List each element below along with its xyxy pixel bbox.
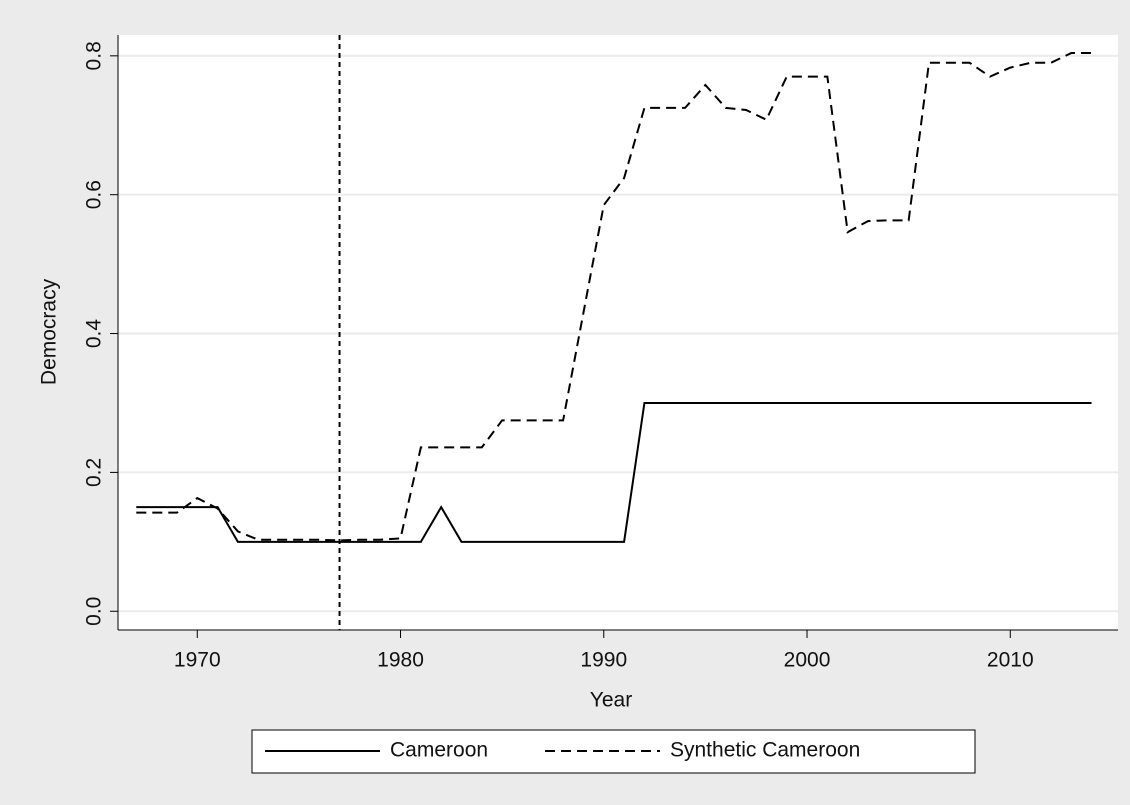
data-line	[136, 52, 1092, 542]
y-tick-label: 0.6	[83, 180, 106, 209]
x-tick-label: 1990	[580, 649, 627, 672]
y-tick-label: 0.2	[83, 458, 106, 487]
y-tick-label: 0.8	[83, 41, 106, 70]
x-axis-title: Year	[590, 689, 632, 712]
y-axis-title: Democracy	[38, 278, 61, 385]
x-tick-label: 2010	[987, 649, 1034, 672]
data-line	[136, 401, 1092, 543]
y-tick-label: 0.0	[83, 597, 106, 626]
legend-label: Cameroon	[390, 739, 488, 762]
legend-label: Synthetic Cameroon	[670, 739, 860, 762]
x-tick-label: 1980	[377, 649, 424, 672]
plot-area	[118, 35, 1118, 630]
x-tick-label: 2000	[784, 649, 831, 672]
x-tick-label: 1970	[174, 649, 221, 672]
y-tick-label: 0.4	[83, 319, 106, 349]
